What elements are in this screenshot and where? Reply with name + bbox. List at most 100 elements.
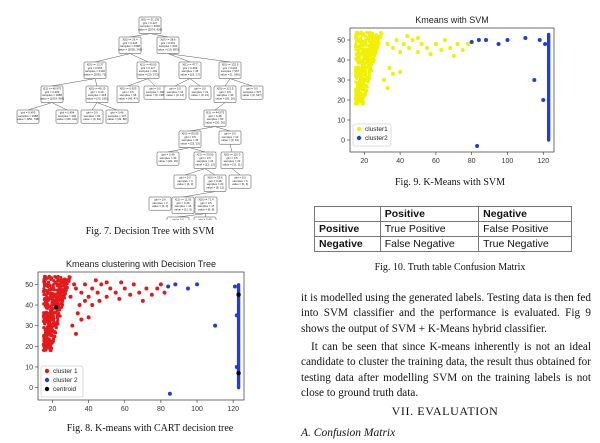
tree-node-box: [218, 61, 242, 79]
data-point: [149, 292, 154, 297]
data-point: [374, 49, 378, 53]
tree-node-text: gini = 0.0: [149, 86, 161, 90]
tree-node-box: [240, 85, 264, 100]
data-point: [398, 70, 403, 74]
tree-node-text: value = [49, 47]: [118, 97, 137, 101]
data-point: [361, 100, 366, 104]
data-point: [355, 48, 359, 52]
data-point: [394, 38, 399, 42]
tree-edge: [229, 144, 233, 153]
tree-node-text: samples = 2398: [120, 44, 140, 48]
data-point: [368, 76, 372, 80]
chart-title: Kmeans clustering with Decision Tree: [66, 259, 216, 269]
data-point: [167, 391, 172, 396]
data-point: [365, 61, 369, 65]
y-tick-label: 40: [337, 58, 345, 65]
x-tick-label: 20: [49, 406, 57, 413]
tree-edge: [189, 78, 201, 87]
data-point: [158, 282, 163, 287]
tree-node-text: samples = 602: [159, 44, 178, 48]
data-point: [173, 282, 178, 287]
data-point: [355, 54, 360, 59]
tree-edge: [51, 78, 96, 87]
tree-edge: [214, 126, 231, 132]
data-point: [90, 286, 95, 291]
data-point: [73, 331, 78, 336]
data-point: [357, 61, 362, 65]
tree-node-text: value = [2055, 343]: [118, 48, 142, 52]
data-point: [358, 54, 362, 58]
data-point: [362, 82, 366, 86]
tree-node-box: [138, 16, 162, 34]
tree-node-text: samples = 567: [221, 69, 240, 73]
data-point: [185, 286, 190, 291]
tree-node-text: samples = 3000: [140, 24, 160, 28]
data-point: [234, 313, 239, 318]
x-tick-label: 40: [396, 158, 404, 165]
data-point: [42, 286, 46, 291]
data-point: [354, 42, 358, 46]
tree-node-box: [118, 36, 142, 54]
data-point: [360, 87, 364, 91]
data-point: [357, 98, 361, 102]
tree-edge: [204, 213, 207, 218]
data-point: [53, 335, 57, 339]
data-point: [60, 305, 64, 309]
data-point: [50, 346, 54, 350]
tree-node-box: [105, 109, 129, 124]
legend-label: cluster1: [365, 126, 388, 133]
tree-node-text: gini = 0.0: [224, 131, 236, 135]
data-point: [370, 68, 374, 73]
data-point: [368, 50, 372, 54]
tree-edge: [167, 147, 191, 153]
fig8-scatter-chart: Kmeans clustering with Decision Tree 20 40…: [25, 259, 245, 413]
data-point: [369, 62, 373, 67]
tree-node-text: samples = 200: [58, 114, 77, 118]
data-point: [43, 299, 48, 303]
data-point: [70, 323, 75, 328]
data-point: [47, 327, 51, 331]
tree-node-text: gini = 0.061: [161, 41, 176, 45]
data-point: [361, 59, 365, 63]
tree-node-text: value = [20, 30]: [205, 121, 224, 125]
data-point: [79, 317, 84, 322]
data-point: [376, 44, 380, 48]
data-point: [362, 52, 366, 56]
tree-edge: [147, 78, 156, 87]
data-point: [236, 283, 241, 287]
table-cell: False Negative: [379, 236, 480, 252]
data-point: [360, 85, 364, 89]
legend: cluster1 cluster2: [352, 123, 392, 147]
data-point: [375, 40, 379, 44]
tree-node-text: X[0] <= 26.4: [122, 37, 138, 41]
data-point: [95, 290, 100, 295]
tree-node-text: gini = 0.19: [91, 90, 104, 94]
data-point: [62, 293, 66, 298]
data-point: [448, 46, 453, 50]
tree-node-text: samples = 22: [224, 159, 241, 163]
data-point: [46, 299, 50, 303]
tree-edge: [129, 33, 151, 38]
data-point: [48, 331, 52, 335]
tree-node-text: samples = 17: [198, 204, 215, 208]
tree-node-text: X[0] <= 13.37: [87, 62, 104, 66]
tree-node-text: X[0] <= 0.925: [120, 86, 137, 90]
data-point: [363, 73, 367, 77]
data-point: [50, 297, 55, 301]
legend-label: cluster2: [365, 135, 388, 142]
tree-node-box: [193, 151, 217, 169]
tree-node-text: gini = 0.127: [141, 66, 156, 70]
data-point: [505, 38, 510, 42]
tree-edge: [167, 53, 191, 63]
tree-node-text: value = [12, 12]: [195, 163, 214, 167]
y-tick-label: 50: [337, 38, 345, 45]
data-point: [367, 69, 371, 73]
data-point: [382, 78, 386, 82]
tree-node-text: samples = 46: [182, 138, 199, 142]
data-point: [56, 322, 60, 326]
